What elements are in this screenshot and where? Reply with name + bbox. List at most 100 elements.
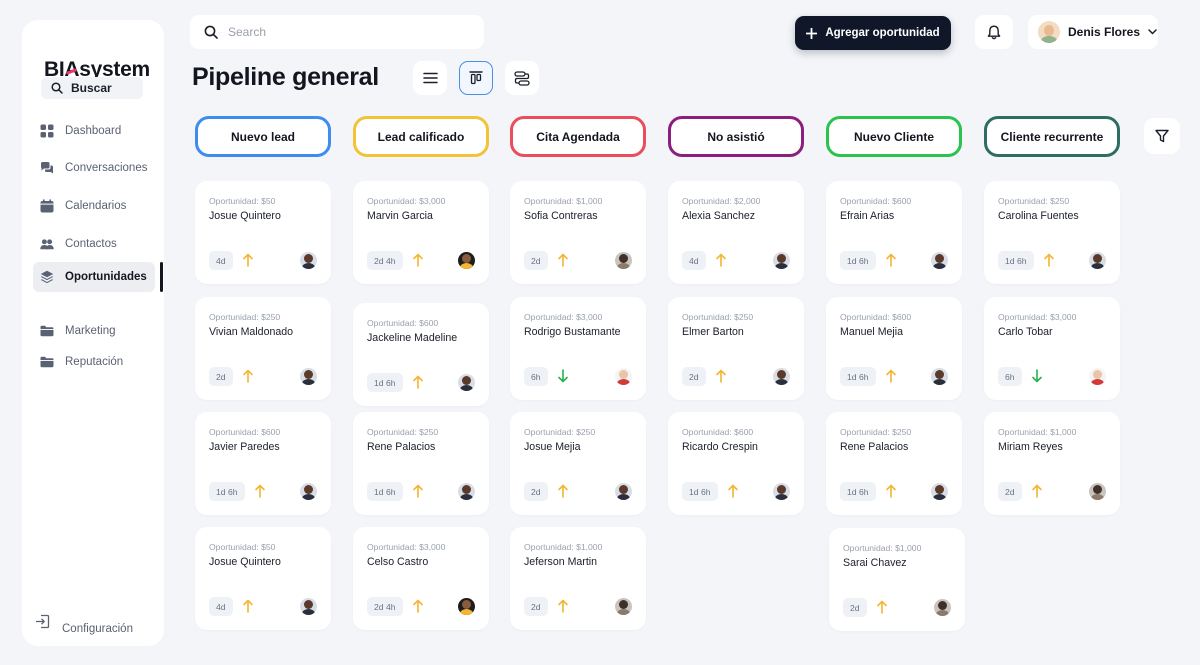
- avatar: [931, 252, 948, 269]
- flow-icon: [514, 70, 530, 86]
- opportunity-card[interactable]: Oportunidad: $600 Ricardo Crespin 1d 6h: [668, 412, 804, 515]
- sidebar-item-calendarios[interactable]: Calendarios: [33, 191, 155, 221]
- opportunity-amount: Oportunidad: $250: [682, 312, 754, 322]
- opportunity-amount: Oportunidad: $250: [998, 196, 1070, 206]
- opportunity-card[interactable]: Oportunidad: $1,000 Jeferson Martin 2d: [510, 527, 646, 630]
- arrow-down-icon: [558, 369, 568, 383]
- stage-header[interactable]: Cliente recurrente: [984, 116, 1120, 157]
- notifications-button[interactable]: [975, 15, 1013, 49]
- opportunity-card[interactable]: Oportunidad: $3,000 Rodrigo Bustamante 6h: [510, 297, 646, 400]
- opportunity-amount: Oportunidad: $250: [367, 427, 439, 437]
- time-badge: 2d: [843, 598, 867, 617]
- arrow-up-icon: [413, 484, 423, 498]
- opportunity-card[interactable]: Oportunidad: $250 Rene Palacios 1d 6h: [353, 412, 489, 515]
- chevron-down-icon: [1148, 29, 1157, 35]
- opportunity-card[interactable]: Oportunidad: $50 Josue Quintero 4d: [195, 527, 331, 630]
- opportunity-card[interactable]: Oportunidad: $1,000 Sarai Chavez 2d: [829, 528, 965, 631]
- contact-name: Miriam Reyes: [998, 441, 1063, 453]
- contact-name: Marvin Garcia: [367, 210, 433, 222]
- opportunity-card[interactable]: Oportunidad: $1,000 Miriam Reyes 2d: [984, 412, 1120, 515]
- opportunity-amount: Oportunidad: $1,000: [524, 196, 603, 206]
- logout-icon: [36, 614, 50, 629]
- list-view-button[interactable]: [413, 61, 447, 95]
- opportunity-card[interactable]: Oportunidad: $250 Vivian Maldonado 2d: [195, 297, 331, 400]
- opportunity-amount: Oportunidad: $2,000: [682, 196, 761, 206]
- folder-icon: [40, 325, 54, 337]
- folder-icon: [40, 356, 54, 368]
- sidebar-item-configuracion[interactable]: Configuración: [35, 608, 133, 635]
- sidebar-item-marketing[interactable]: Marketing: [33, 316, 155, 346]
- opportunity-card[interactable]: Oportunidad: $600 Jackeline Madeline 1d 6h: [353, 303, 489, 406]
- time-badge: 2d: [209, 367, 233, 386]
- sidebar-item-label: Contactos: [65, 238, 117, 250]
- avatar: [773, 252, 790, 269]
- sidebar-item-reputacion[interactable]: Reputación: [33, 347, 155, 377]
- filter-button[interactable]: [1144, 118, 1180, 154]
- time-badge: 4d: [209, 251, 233, 270]
- arrow-up-icon: [243, 369, 253, 383]
- sidebar-item-label: Reputación: [65, 356, 124, 368]
- opportunity-amount: Oportunidad: $600: [840, 196, 912, 206]
- opportunity-card[interactable]: Oportunidad: $3,000 Celso Castro 2d 4h: [353, 527, 489, 630]
- contact-name: Ricardo Crespin: [682, 441, 758, 453]
- opportunity-card[interactable]: Oportunidad: $250 Rene Palacios 1d 6h: [826, 412, 962, 515]
- opportunity-card[interactable]: Oportunidad: $50 Josue Quintero 4d: [195, 181, 331, 284]
- opportunity-card[interactable]: Oportunidad: $250 Carolina Fuentes 1d 6h: [984, 181, 1120, 284]
- time-badge: 4d: [209, 597, 233, 616]
- flow-view-button[interactable]: [505, 61, 539, 95]
- sidebar-item-conversaciones[interactable]: Conversaciones: [33, 153, 155, 183]
- sidebar-search-button[interactable]: Buscar: [41, 77, 143, 99]
- contact-name: Sofia Contreras: [524, 210, 598, 222]
- opportunity-amount: Oportunidad: $600: [682, 427, 754, 437]
- stage-header[interactable]: No asistió: [668, 116, 804, 157]
- avatar: [300, 252, 317, 269]
- sidebar-item-dashboard[interactable]: Dashboard: [33, 116, 155, 146]
- opportunity-card[interactable]: Oportunidad: $1,000 Sofia Contreras 2d: [510, 181, 646, 284]
- time-badge: 2d: [682, 367, 706, 386]
- opportunity-card[interactable]: Oportunidad: $250 Josue Mejia 2d: [510, 412, 646, 515]
- add-opportunity-button[interactable]: Agregar oportunidad: [795, 16, 951, 50]
- sidebar-item-contactos[interactable]: Contactos: [33, 229, 155, 259]
- sidebar-item-label: Marketing: [65, 325, 116, 337]
- contact-name: Rene Palacios: [367, 441, 436, 453]
- opportunity-card[interactable]: Oportunidad: $2,000 Alexia Sanchez 4d: [668, 181, 804, 284]
- top-search-bar[interactable]: [190, 15, 484, 49]
- stage-header[interactable]: Lead calificado: [353, 116, 489, 157]
- stage-header[interactable]: Cita Agendada: [510, 116, 646, 157]
- avatar: [458, 598, 475, 615]
- calendar-icon: [40, 199, 54, 213]
- contact-name: Manuel Mejia: [840, 326, 904, 338]
- stage-header[interactable]: Nuevo Cliente: [826, 116, 962, 157]
- contact-name: Carolina Fuentes: [998, 210, 1079, 222]
- opportunity-card[interactable]: Oportunidad: $600 Javier Paredes 1d 6h: [195, 412, 331, 515]
- opportunity-card[interactable]: Oportunidad: $3,000 Marvin Garcia 2d 4h: [353, 181, 489, 284]
- sidebar-item-oportunidades[interactable]: Oportunidades: [33, 262, 155, 292]
- arrow-up-icon: [243, 253, 253, 267]
- user-menu[interactable]: Denis Flores: [1028, 15, 1158, 49]
- opportunity-amount: Oportunidad: $1,000: [524, 542, 603, 552]
- arrow-up-icon: [886, 484, 896, 498]
- contact-name: Josue Mejia: [524, 441, 581, 453]
- search-input[interactable]: [228, 25, 458, 39]
- time-badge: 1d 6h: [840, 482, 876, 501]
- opportunity-card[interactable]: Oportunidad: $600 Manuel Mejia 1d 6h: [826, 297, 962, 400]
- opportunity-card[interactable]: Oportunidad: $3,000 Carlo Tobar 6h: [984, 297, 1120, 400]
- arrow-up-icon: [877, 600, 887, 614]
- stage-header[interactable]: Nuevo lead: [195, 116, 331, 157]
- opportunity-card[interactable]: Oportunidad: $600 Efrain Arias 1d 6h: [826, 181, 962, 284]
- contact-name: Jackeline Madeline: [367, 332, 458, 344]
- search-icon: [51, 82, 63, 94]
- contact-name: Javier Paredes: [209, 441, 280, 453]
- kanban-view-button[interactable]: [459, 61, 493, 95]
- avatar: [458, 483, 475, 500]
- time-badge: 1d 6h: [840, 251, 876, 270]
- contact-name: Sarai Chavez: [843, 557, 907, 569]
- avatar: [615, 483, 632, 500]
- opportunity-amount: Oportunidad: $3,000: [524, 312, 603, 322]
- opportunity-card[interactable]: Oportunidad: $250 Elmer Barton 2d: [668, 297, 804, 400]
- opportunity-amount: Oportunidad: $3,000: [367, 196, 446, 206]
- avatar: [773, 368, 790, 385]
- sidebar-search-label: Buscar: [71, 81, 112, 95]
- sidebar: BIAsystem Buscar Dashboard: [22, 20, 164, 646]
